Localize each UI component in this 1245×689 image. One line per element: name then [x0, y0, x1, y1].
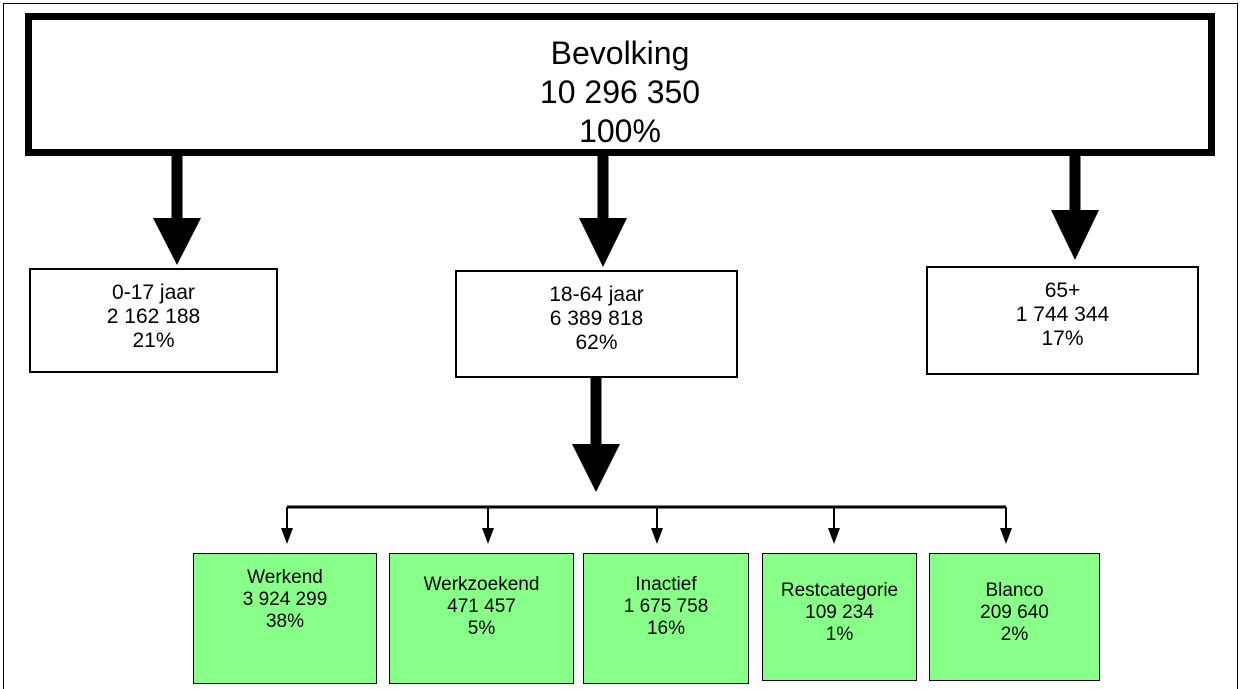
status-node-inactief: Inactief 1 675 758 16% [583, 553, 749, 684]
age-percent: 62% [575, 331, 618, 354]
status-label: Werkzoekend [423, 574, 540, 595]
root-label: Bevolking [550, 35, 690, 71]
diagram-frame [3, 3, 1238, 689]
root-node-bevolking: Bevolking 10 296 350 100% [25, 13, 1215, 156]
arrow-root-to-0-17 [153, 156, 201, 265]
age-label: 65+ [1044, 279, 1081, 302]
age-node-18-64: 18-64 jaar 6 389 818 62% [455, 270, 738, 378]
age-count: 1 744 344 [1015, 303, 1110, 326]
age-percent: 17% [1041, 327, 1084, 350]
arrow-to-werkzoekend [482, 507, 494, 544]
arrow-to-inactief [651, 507, 663, 544]
status-node-blanco: Blanco 209 640 2% [929, 553, 1100, 681]
status-node-werkzoekend: Werkzoekend 471 457 5% [389, 553, 574, 684]
status-percent: 5% [467, 618, 496, 639]
arrow-root-to-65plus [1051, 156, 1099, 260]
status-percent: 2% [1000, 624, 1029, 645]
status-node-werkend: Werkend 3 924 299 38% [193, 553, 377, 684]
arrow-to-blanco [1000, 507, 1012, 544]
status-label: Blanco [985, 580, 1044, 601]
root-percent: 100% [579, 113, 661, 149]
status-count: 109 234 [805, 602, 874, 623]
age-label: 0-17 jaar [112, 281, 195, 304]
status-label: Werkend [247, 567, 323, 588]
status-count: 209 640 [980, 602, 1049, 623]
status-node-restcategorie: Restcategorie 109 234 1% [762, 553, 917, 681]
status-percent: 38% [265, 611, 305, 632]
status-label: Restcategorie [780, 580, 899, 601]
status-label: Inactief [635, 574, 697, 595]
age-percent: 21% [132, 329, 175, 352]
status-percent: 1% [825, 624, 854, 645]
arrow-to-restcategorie [828, 507, 840, 544]
age-count: 6 389 818 [549, 307, 644, 330]
root-count: 10 296 350 [539, 74, 701, 110]
age-node-0-17: 0-17 jaar 2 162 188 21% [29, 268, 278, 373]
age-count: 2 162 188 [106, 305, 201, 328]
arrow-to-werkend [281, 507, 293, 544]
arrow-root-to-18-64 [579, 156, 627, 267]
status-count: 1 675 758 [623, 596, 709, 617]
status-percent: 16% [646, 618, 686, 639]
status-count: 471 457 [447, 596, 516, 617]
age-node-65plus: 65+ 1 744 344 17% [926, 266, 1199, 375]
arrow-18-64-to-status [572, 378, 620, 492]
age-label: 18-64 jaar [549, 283, 644, 306]
status-count: 3 924 299 [242, 589, 328, 610]
